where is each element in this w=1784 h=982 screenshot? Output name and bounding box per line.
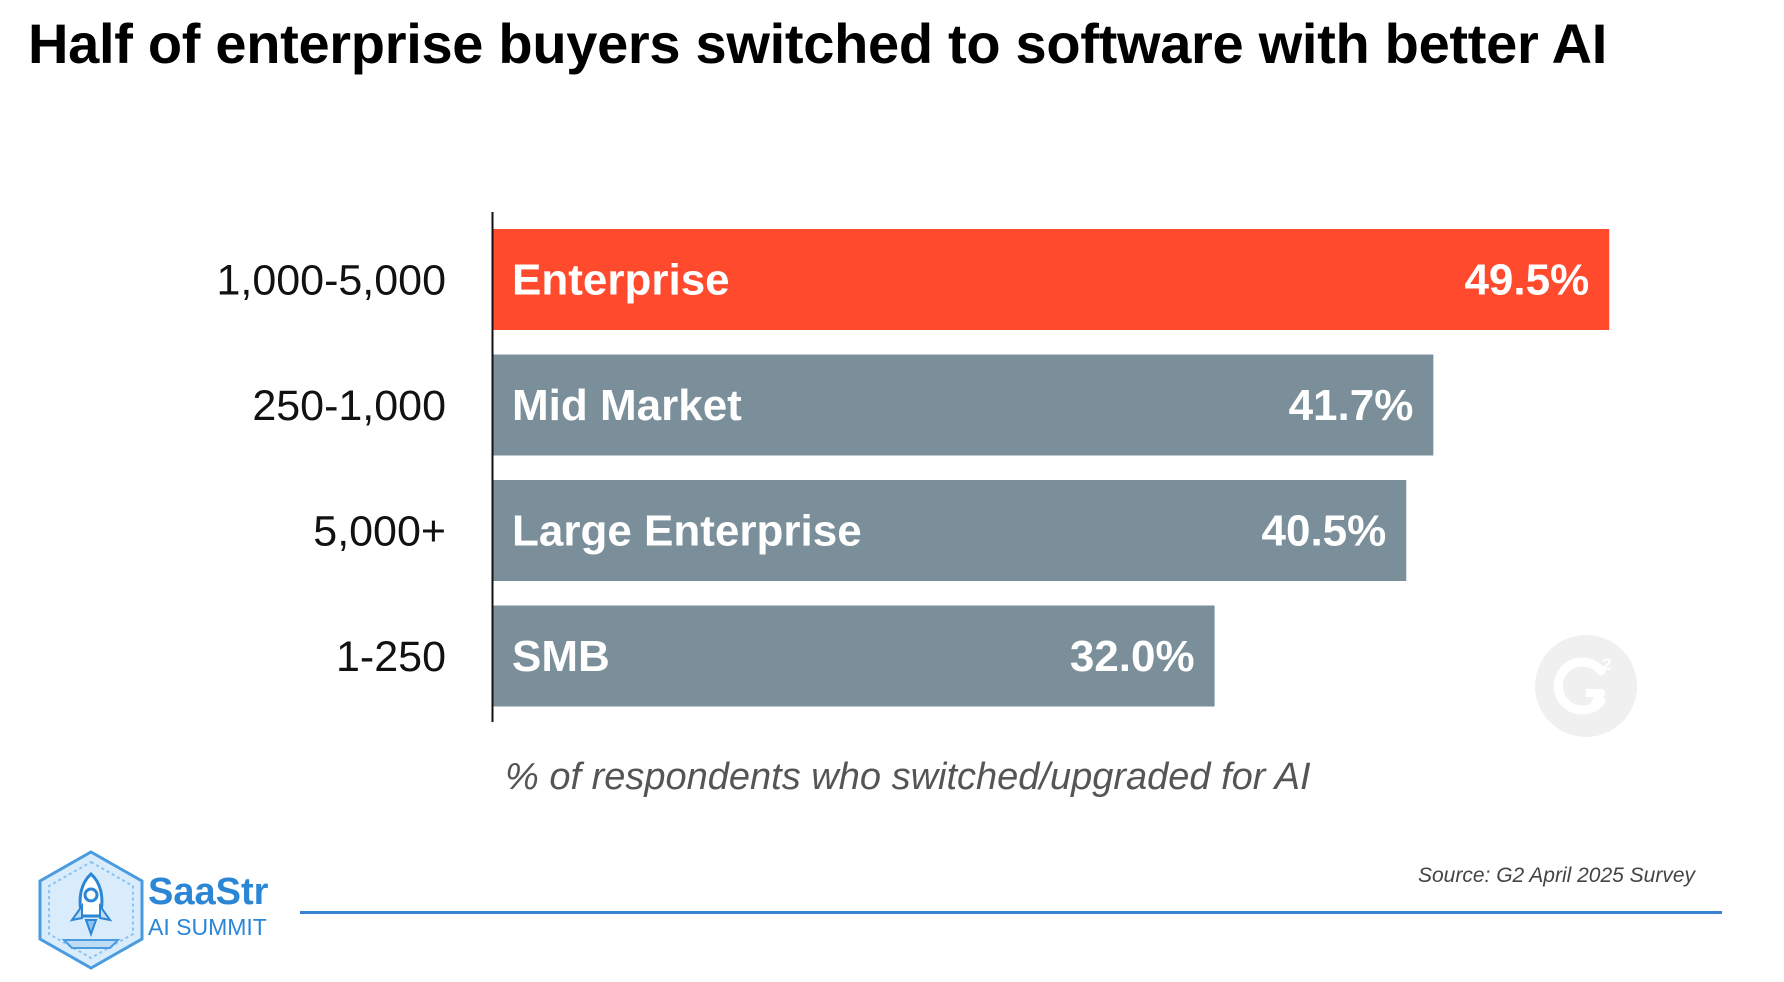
data-label: 49.5% [1464, 256, 1589, 305]
g2-logo-icon: 2 [1535, 635, 1637, 737]
bar [493, 354, 1434, 456]
x-axis-label: % of respondents who switched/upgraded f… [505, 756, 1311, 798]
y-tick-label: 1-250 [336, 633, 446, 681]
bar [493, 605, 1215, 707]
chart-title: Half of enterprise buyers switched to so… [28, 12, 1608, 75]
saastr-logo: SaaStr AI SUMMIT [30, 848, 280, 972]
logo-subtitle: AI SUMMIT [148, 914, 267, 940]
bar-segment-label: Enterprise [512, 256, 730, 305]
y-tick-label: 5,000+ [313, 508, 446, 556]
logo-wordmark: SaaStr [148, 871, 269, 913]
bar-segment-label: SMB [512, 632, 610, 681]
rocket-icon [38, 850, 144, 970]
bar-segment-label: Mid Market [512, 381, 742, 430]
bar [493, 480, 1407, 581]
data-label: 41.7% [1289, 381, 1414, 430]
source-note: Source: G2 April 2025 Survey [1418, 864, 1696, 887]
y-tick-label: 250-1,000 [252, 382, 446, 430]
bar-segment-label: Large Enterprise [512, 507, 862, 556]
svg-text:2: 2 [1602, 655, 1611, 674]
footer-divider [300, 911, 1722, 914]
data-label: 40.5% [1262, 507, 1387, 556]
y-tick-label: 1,000-5,000 [216, 257, 446, 305]
data-label: 32.0% [1070, 632, 1195, 681]
bar [493, 229, 1610, 330]
